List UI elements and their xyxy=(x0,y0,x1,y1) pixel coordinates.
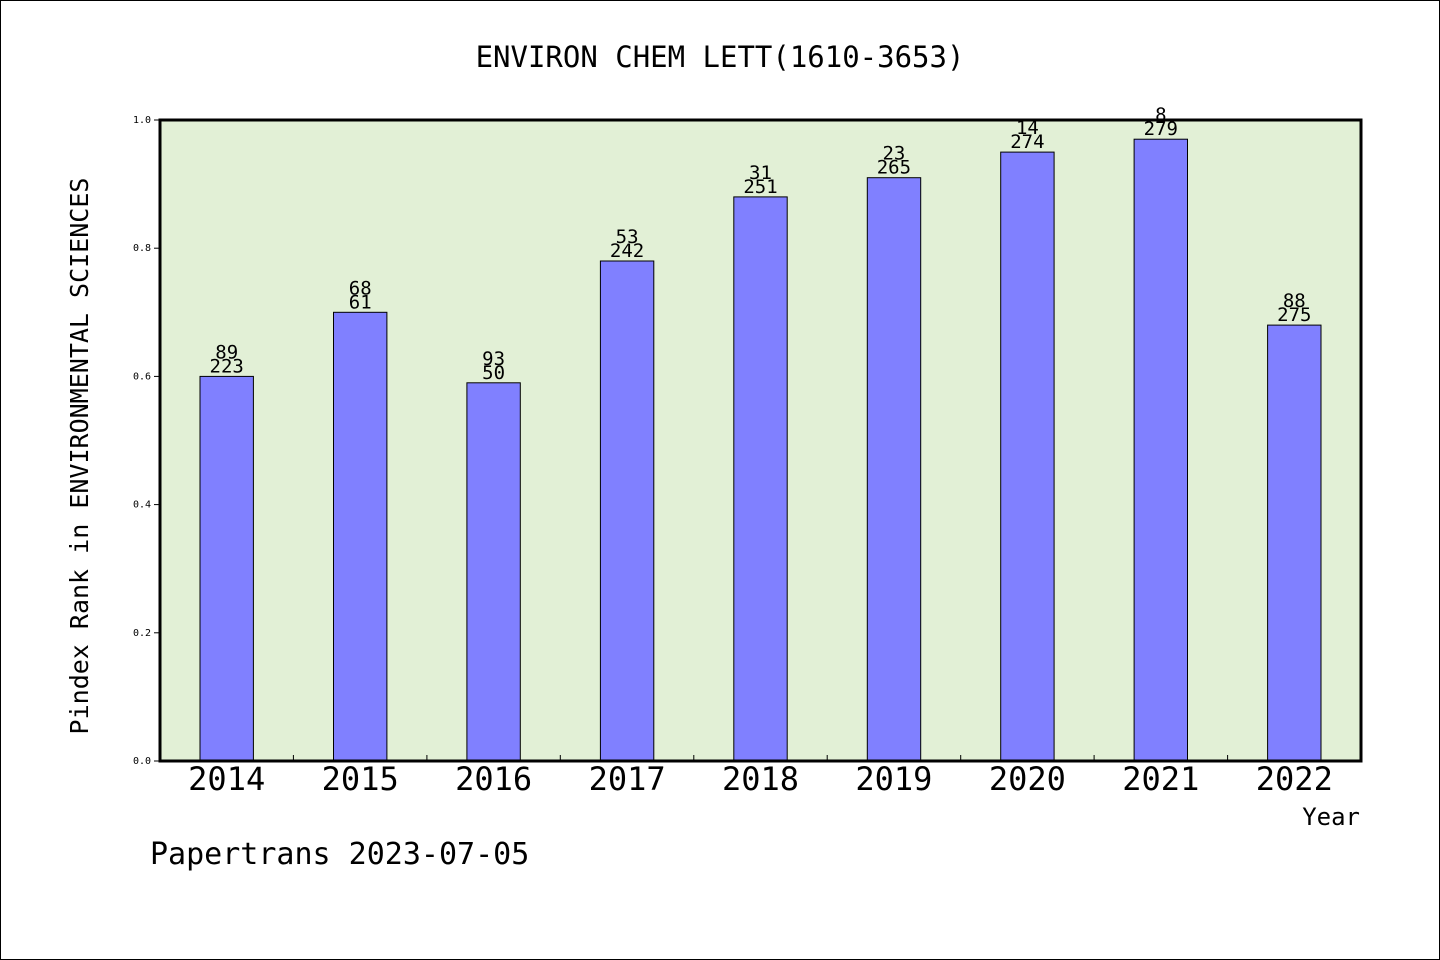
x-tick-label-2017: 2017 xyxy=(589,760,666,798)
y-tick-label: 0.8 xyxy=(133,243,151,254)
bars-group xyxy=(199,138,1322,762)
x-tick-label-2016: 2016 xyxy=(455,760,532,798)
x-tick-label-2022: 2022 xyxy=(1256,760,1333,798)
y-axis: 0.0 0.2 0.4 0.6 0.8 1.0 xyxy=(133,115,160,767)
bar-label-top-2019: 23 xyxy=(882,143,905,165)
bar-label-bottom-2018: 251 xyxy=(743,176,777,198)
chart-title: ENVIRON CHEM LETT(1610-3653) xyxy=(476,40,965,74)
bar-label-bottom-2014: 223 xyxy=(210,355,244,377)
bar-2017 xyxy=(599,260,655,762)
bar-2021 xyxy=(1133,138,1188,762)
x-tick-label-2014: 2014 xyxy=(188,760,265,798)
bar-label-top-2020: 14 xyxy=(1016,117,1039,139)
y-axis-label: Pindex Rank in ENVIRONMENTAL SCIENCES xyxy=(65,178,94,735)
x-axis-label: Year xyxy=(1302,803,1360,831)
x-tick-label-2015: 2015 xyxy=(322,760,399,798)
plot-border xyxy=(158,118,1363,763)
bar-label-bottom-2015: 61 xyxy=(349,291,372,313)
bar-2022 xyxy=(1267,324,1322,762)
bar-label-top-2014: 89 xyxy=(215,341,238,363)
bar-label-bottom-2017: 242 xyxy=(610,240,644,262)
bar-2014 xyxy=(199,375,254,762)
bar-2020 xyxy=(1000,151,1055,762)
y-tick-label: 0.2 xyxy=(133,628,151,639)
bar-label-top-2017: 53 xyxy=(616,226,639,248)
bar-label-top-2016: 93 xyxy=(482,348,505,370)
bar-label-bottom-2021: 279 xyxy=(1144,118,1178,140)
bar-2016 xyxy=(466,382,521,762)
bar-label-top-2021: 8 xyxy=(1155,104,1166,126)
bar-2018 xyxy=(733,196,788,762)
bar-label-top-2018: 31 xyxy=(749,162,772,184)
bar-label-top-2015: 68 xyxy=(349,277,372,299)
x-tick-label-2021: 2021 xyxy=(1122,760,1199,798)
y-tick-label: 0.6 xyxy=(133,371,151,382)
bar-label-bottom-2016: 50 xyxy=(482,362,505,384)
y-tick-label: 1.0 xyxy=(133,115,151,126)
bar-2015 xyxy=(333,311,388,762)
x-tick-label-2020: 2020 xyxy=(989,760,1066,798)
y-tick-label: 0.0 xyxy=(133,756,151,767)
y-tick-label: 0.4 xyxy=(133,500,151,511)
x-tick-label-2019: 2019 xyxy=(855,760,932,798)
bar-label-bottom-2020: 274 xyxy=(1010,131,1044,153)
x-axis: 2014 2015 2016 2017 2018 2019 2020 2021 2022 xyxy=(188,755,1333,798)
footer-credit: Papertrans 2023-07-05 xyxy=(150,837,529,872)
bar-label-bottom-2019: 265 xyxy=(877,157,911,179)
bar-label-bottom-2022: 275 xyxy=(1277,304,1311,326)
bar-2019 xyxy=(866,177,922,762)
bar-label-top-2022: 88 xyxy=(1283,290,1306,312)
x-tick-label-2018: 2018 xyxy=(722,760,799,798)
